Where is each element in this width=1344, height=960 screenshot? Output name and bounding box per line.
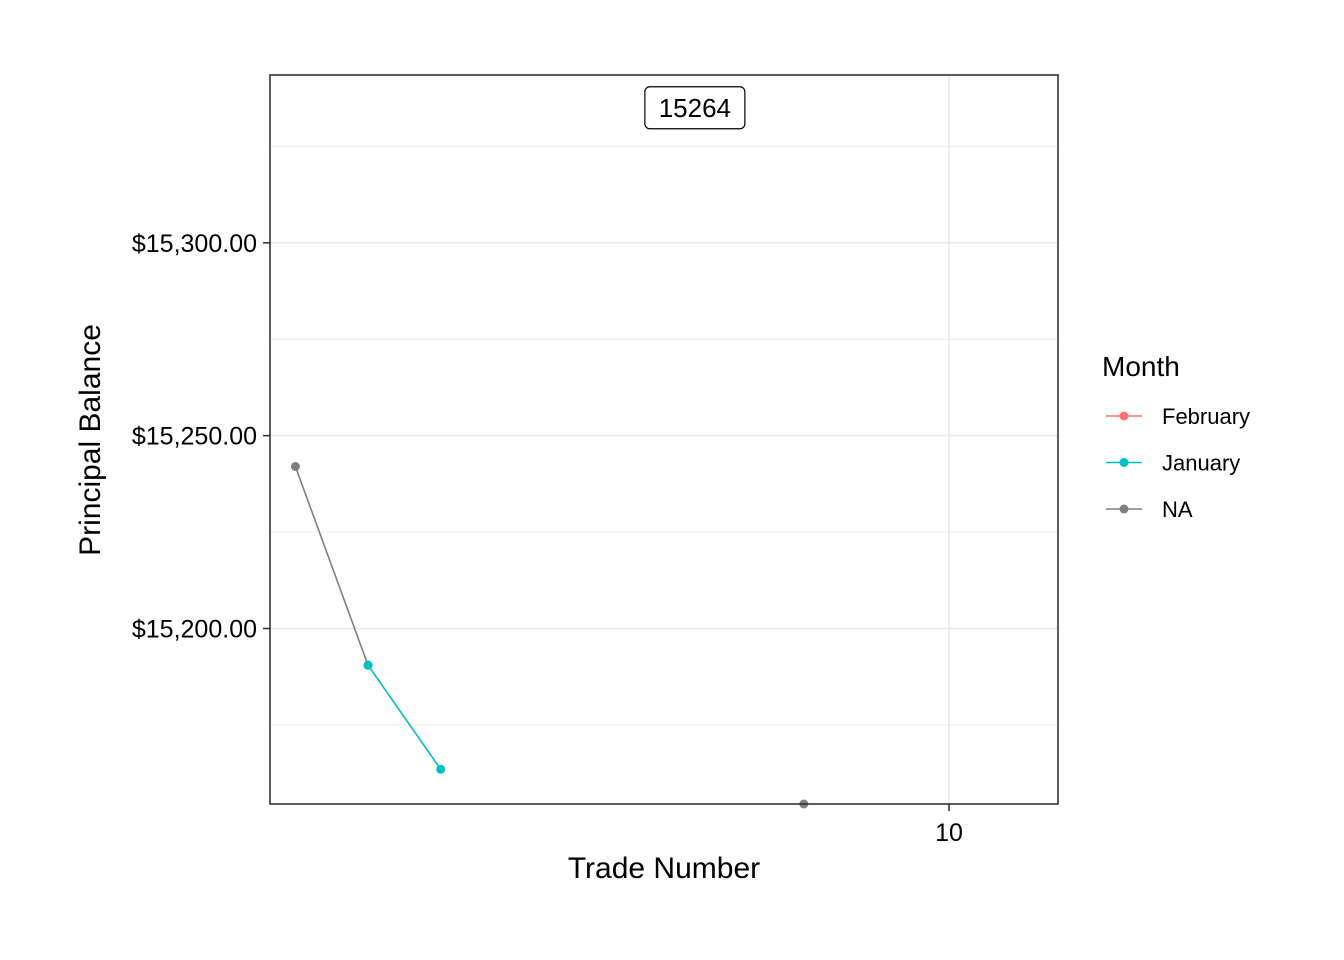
series-line [367,664,442,770]
series-line [294,466,369,666]
annotation-label: 15264 [659,93,731,123]
series-lines [294,466,442,770]
y-tick-label: $15,300.00 [132,230,257,258]
x-axis-title: Trade Number [568,852,760,885]
y-tick-label: $15,200.00 [132,616,257,644]
panel-background [270,75,1058,804]
legend-label: NA [1162,497,1193,522]
data-point [290,462,300,471]
legend: Month February January NA [1102,351,1250,522]
legend-label: January [1162,451,1240,476]
annotation-box [644,86,746,130]
data-point [363,660,373,670]
data-point [436,764,446,774]
legend-label: February [1162,404,1250,429]
x-tick-label: 10 [935,819,963,847]
minor-gridlines [270,145,1058,726]
legend-key-point [1119,504,1129,514]
annotation: 15264 [644,86,746,130]
y-axis: $15,200.00 $15,250.00 $15,300.00 [132,230,270,644]
panel-border [269,74,1059,805]
series-points [290,462,809,809]
legend-key-point [1119,458,1129,467]
major-gridlines [270,75,1058,804]
legend-title: Month [1102,351,1180,382]
y-tick-label: $15,250.00 [132,423,257,451]
y-axis-title: Principal Balance [74,324,107,556]
x-axis: 10 [935,804,963,847]
legend-key-point [1119,411,1129,421]
